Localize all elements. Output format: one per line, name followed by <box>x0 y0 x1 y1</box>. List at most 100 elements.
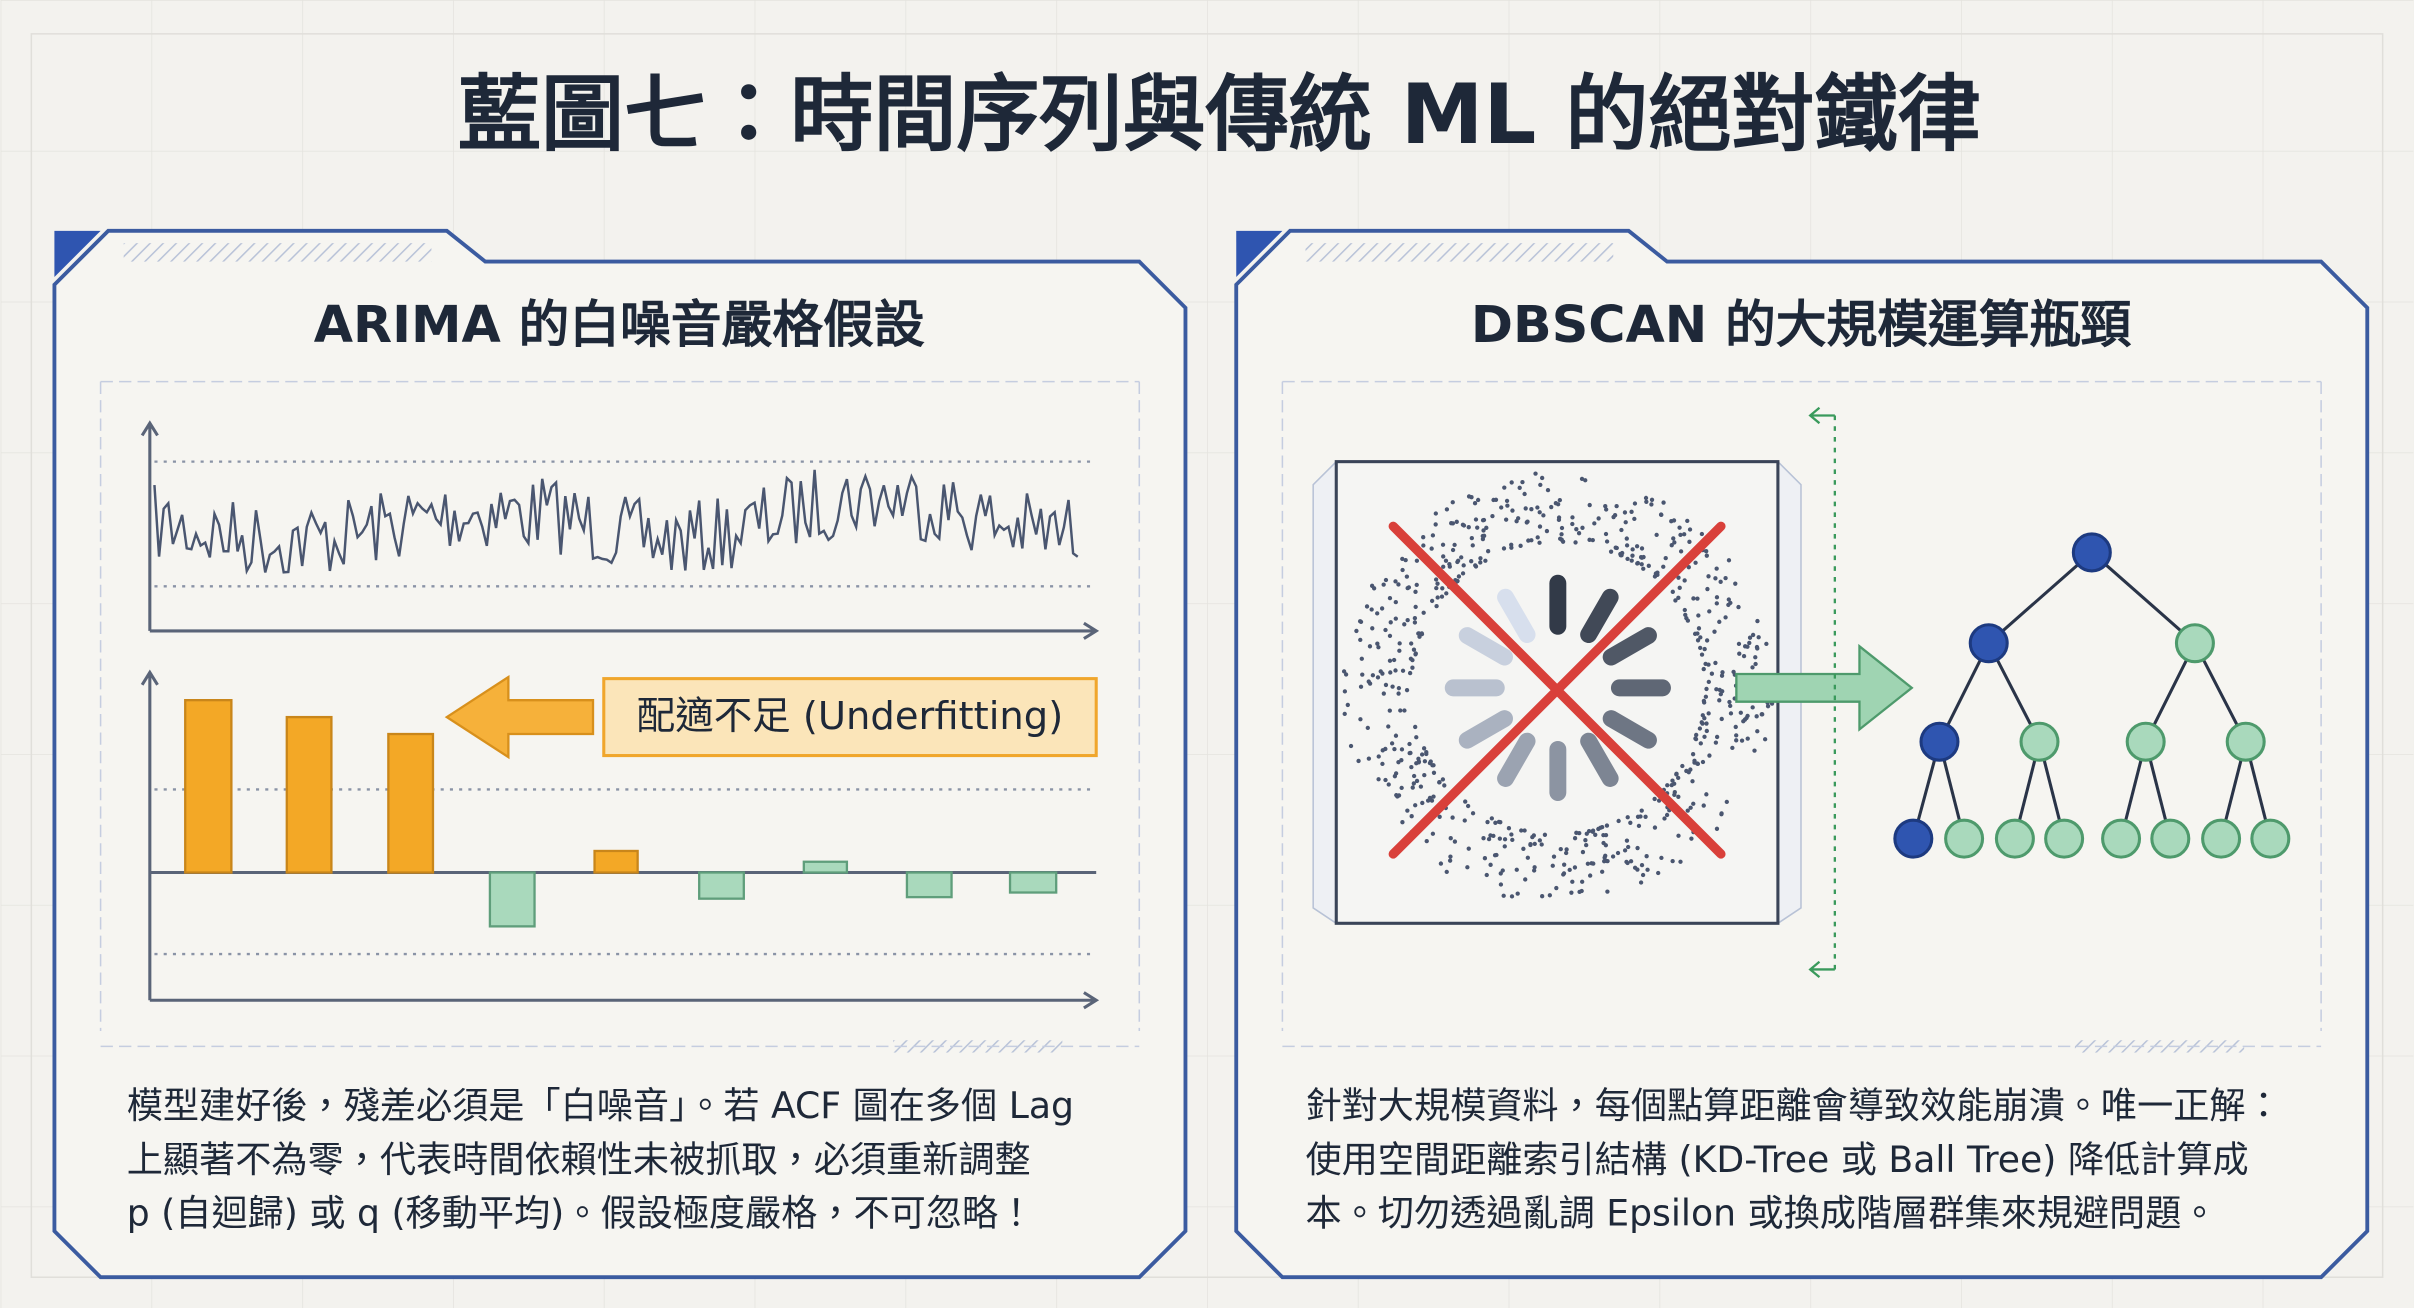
hatch <box>1305 243 1614 262</box>
point <box>1469 495 1474 500</box>
point <box>1719 673 1725 678</box>
point <box>1397 641 1402 646</box>
point <box>1663 555 1668 561</box>
point <box>1411 647 1417 652</box>
point <box>1685 618 1691 623</box>
point <box>1448 836 1453 841</box>
point <box>1724 799 1729 805</box>
point <box>1542 832 1548 837</box>
point <box>1400 556 1405 562</box>
point <box>1704 549 1709 554</box>
point <box>1366 679 1371 684</box>
point <box>1600 869 1605 874</box>
point <box>1720 670 1725 675</box>
point <box>1537 838 1543 843</box>
spinner-tick <box>1580 732 1619 787</box>
point <box>1673 598 1678 603</box>
point <box>1570 521 1575 527</box>
panel-heading: DBSCAN 的大規模運算瓶頸 <box>1471 295 2131 354</box>
point <box>1587 537 1592 542</box>
point <box>1497 836 1502 841</box>
point <box>1706 662 1711 667</box>
point <box>1393 733 1399 738</box>
point <box>1690 752 1696 757</box>
point <box>1452 839 1458 844</box>
point <box>1624 536 1629 541</box>
point <box>1450 815 1455 820</box>
point <box>1515 891 1520 896</box>
point <box>1707 609 1712 614</box>
point <box>1501 893 1506 898</box>
point <box>1714 687 1719 692</box>
point <box>1756 635 1761 640</box>
frame <box>30 33 2384 1278</box>
point <box>1557 497 1563 503</box>
point <box>1644 499 1649 504</box>
point <box>1400 820 1405 825</box>
point <box>1386 724 1391 729</box>
point <box>1521 846 1526 851</box>
point <box>1670 589 1675 594</box>
point <box>1408 750 1413 756</box>
point <box>1654 532 1659 538</box>
point <box>1603 832 1609 838</box>
point <box>1475 525 1480 530</box>
cross-part <box>1388 521 1726 859</box>
point <box>1635 845 1640 851</box>
point <box>1454 519 1459 524</box>
point <box>1624 543 1630 548</box>
point <box>1698 635 1703 640</box>
point <box>1672 540 1677 545</box>
point <box>1672 781 1677 786</box>
point <box>1753 661 1758 667</box>
acf-bars-part <box>698 871 745 900</box>
point <box>1537 524 1543 529</box>
point <box>1754 644 1760 650</box>
point <box>1567 867 1572 873</box>
tree-edge <box>1987 551 2093 645</box>
point <box>1572 836 1578 841</box>
point <box>1410 785 1415 790</box>
point <box>1498 882 1504 887</box>
point <box>1518 543 1523 548</box>
point <box>1407 670 1413 676</box>
inner-frame <box>1281 380 2322 1048</box>
point <box>1398 708 1403 713</box>
point <box>1537 540 1542 545</box>
point <box>1547 893 1553 898</box>
point <box>1747 635 1753 640</box>
tree-node <box>2044 818 2085 859</box>
point <box>1755 618 1760 624</box>
point <box>1753 655 1758 660</box>
point <box>1371 586 1377 591</box>
point <box>1618 551 1623 557</box>
point <box>1433 511 1438 516</box>
point <box>1510 508 1515 513</box>
point <box>1690 779 1695 784</box>
point <box>1470 543 1475 548</box>
point <box>1649 502 1654 507</box>
description-line: p (自迴歸) 或 q (移動平均)。假設極度嚴格，不可忽略！ <box>127 1192 1035 1235</box>
point <box>1396 760 1401 765</box>
point <box>1408 656 1414 661</box>
point <box>1572 865 1578 870</box>
point <box>1391 657 1397 663</box>
point <box>1604 823 1610 828</box>
point <box>1705 586 1710 592</box>
point <box>1420 800 1425 806</box>
point <box>1706 711 1711 716</box>
point <box>1522 828 1527 833</box>
point <box>1616 818 1621 824</box>
point <box>1414 558 1420 563</box>
point <box>1450 547 1456 553</box>
point <box>1602 855 1607 860</box>
point <box>1380 761 1385 767</box>
point <box>1577 889 1582 895</box>
point <box>1559 525 1565 531</box>
point <box>1396 691 1401 696</box>
point <box>1485 819 1490 825</box>
point <box>1515 516 1521 521</box>
point <box>1345 702 1350 708</box>
axes-part <box>140 669 159 1001</box>
